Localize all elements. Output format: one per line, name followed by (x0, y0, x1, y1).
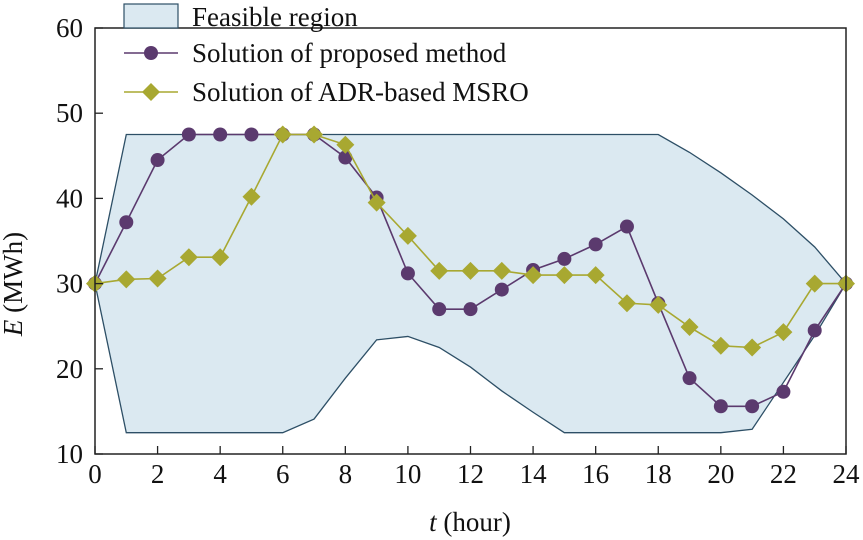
point-adr (805, 274, 824, 293)
point-adr (305, 125, 324, 144)
y-axis: 10 20 30 40 50 60 (56, 13, 103, 469)
legend-marker-proposed (144, 46, 158, 60)
legend-label-feasible-region: Feasible region (192, 2, 358, 32)
point-proposed (557, 251, 572, 266)
point-adr (680, 318, 699, 337)
point-adr (492, 261, 511, 280)
point-proposed (338, 150, 353, 165)
point-proposed (776, 384, 791, 399)
y-axis-unit: (MWh) (0, 232, 28, 320)
point-adr (586, 266, 605, 285)
point-adr (555, 266, 574, 285)
x-axis-variable: t (429, 507, 438, 537)
point-proposed (745, 399, 760, 414)
x-axis-label: t (hour) (429, 507, 511, 537)
point-adr (273, 125, 292, 144)
series-layer (86, 125, 855, 414)
point-adr (711, 336, 730, 355)
x-tick-label: 2 (151, 459, 165, 489)
x-tick-label: 12 (457, 459, 484, 489)
point-proposed (494, 282, 509, 297)
y-tick-label: 30 (56, 269, 83, 299)
x-tick-label: 8 (339, 459, 353, 489)
x-tick-label: 10 (394, 459, 421, 489)
point-proposed (400, 266, 415, 281)
point-adr (336, 135, 355, 154)
x-axis: 0 2 4 6 8 10 12 14 16 18 20 22 24 (88, 446, 860, 489)
y-axis-variable: E (0, 319, 28, 337)
point-adr (649, 295, 668, 314)
x-tick-label: 0 (88, 459, 102, 489)
point-adr (148, 269, 167, 288)
y-tick-label: 20 (56, 354, 83, 384)
x-tick-label: 18 (645, 459, 672, 489)
point-proposed (713, 399, 728, 414)
point-adr (242, 187, 261, 206)
feasible-region (94, 133, 847, 434)
x-tick-label: 6 (276, 459, 290, 489)
legend: Feasible region Solution of proposed met… (123, 2, 529, 107)
point-proposed (463, 302, 478, 317)
point-proposed (181, 127, 196, 142)
point-adr (461, 261, 480, 280)
point-proposed (432, 302, 447, 317)
point-proposed (244, 127, 259, 142)
x-tick-label: 14 (520, 459, 548, 489)
y-tick-label: 60 (56, 13, 83, 43)
x-tick-label: 20 (707, 459, 734, 489)
point-proposed (619, 219, 634, 234)
point-adr (211, 248, 230, 267)
point-proposed (213, 127, 228, 142)
legend-marker-adr (142, 83, 160, 101)
point-adr (774, 323, 793, 342)
point-proposed (682, 371, 697, 386)
legend-label-proposed: Solution of proposed method (192, 38, 507, 68)
point-adr (743, 338, 762, 357)
legend-label-adr: Solution of ADR-based MSRO (192, 77, 529, 107)
point-adr (117, 270, 136, 289)
point-proposed (119, 215, 134, 230)
point-adr (430, 261, 449, 280)
legend-swatch-feasible-region (123, 3, 179, 29)
y-tick-label: 40 (56, 183, 83, 213)
x-tick-label: 4 (213, 459, 227, 489)
point-adr (367, 193, 386, 212)
y-axis-label: E (MWh) (0, 232, 28, 337)
point-proposed (150, 153, 165, 168)
x-axis-unit: (hour) (437, 507, 511, 537)
plot-area (86, 27, 855, 455)
point-adr (617, 294, 636, 313)
point-adr (179, 248, 198, 267)
x-tick-label: 16 (582, 459, 609, 489)
point-adr (524, 266, 543, 285)
point-adr (398, 226, 417, 245)
y-tick-label: 50 (56, 98, 83, 128)
y-tick-label: 10 (56, 439, 83, 469)
point-proposed (588, 237, 603, 252)
point-proposed (807, 323, 822, 338)
x-tick-label: 24 (833, 459, 861, 489)
x-tick-label: 22 (770, 459, 797, 489)
